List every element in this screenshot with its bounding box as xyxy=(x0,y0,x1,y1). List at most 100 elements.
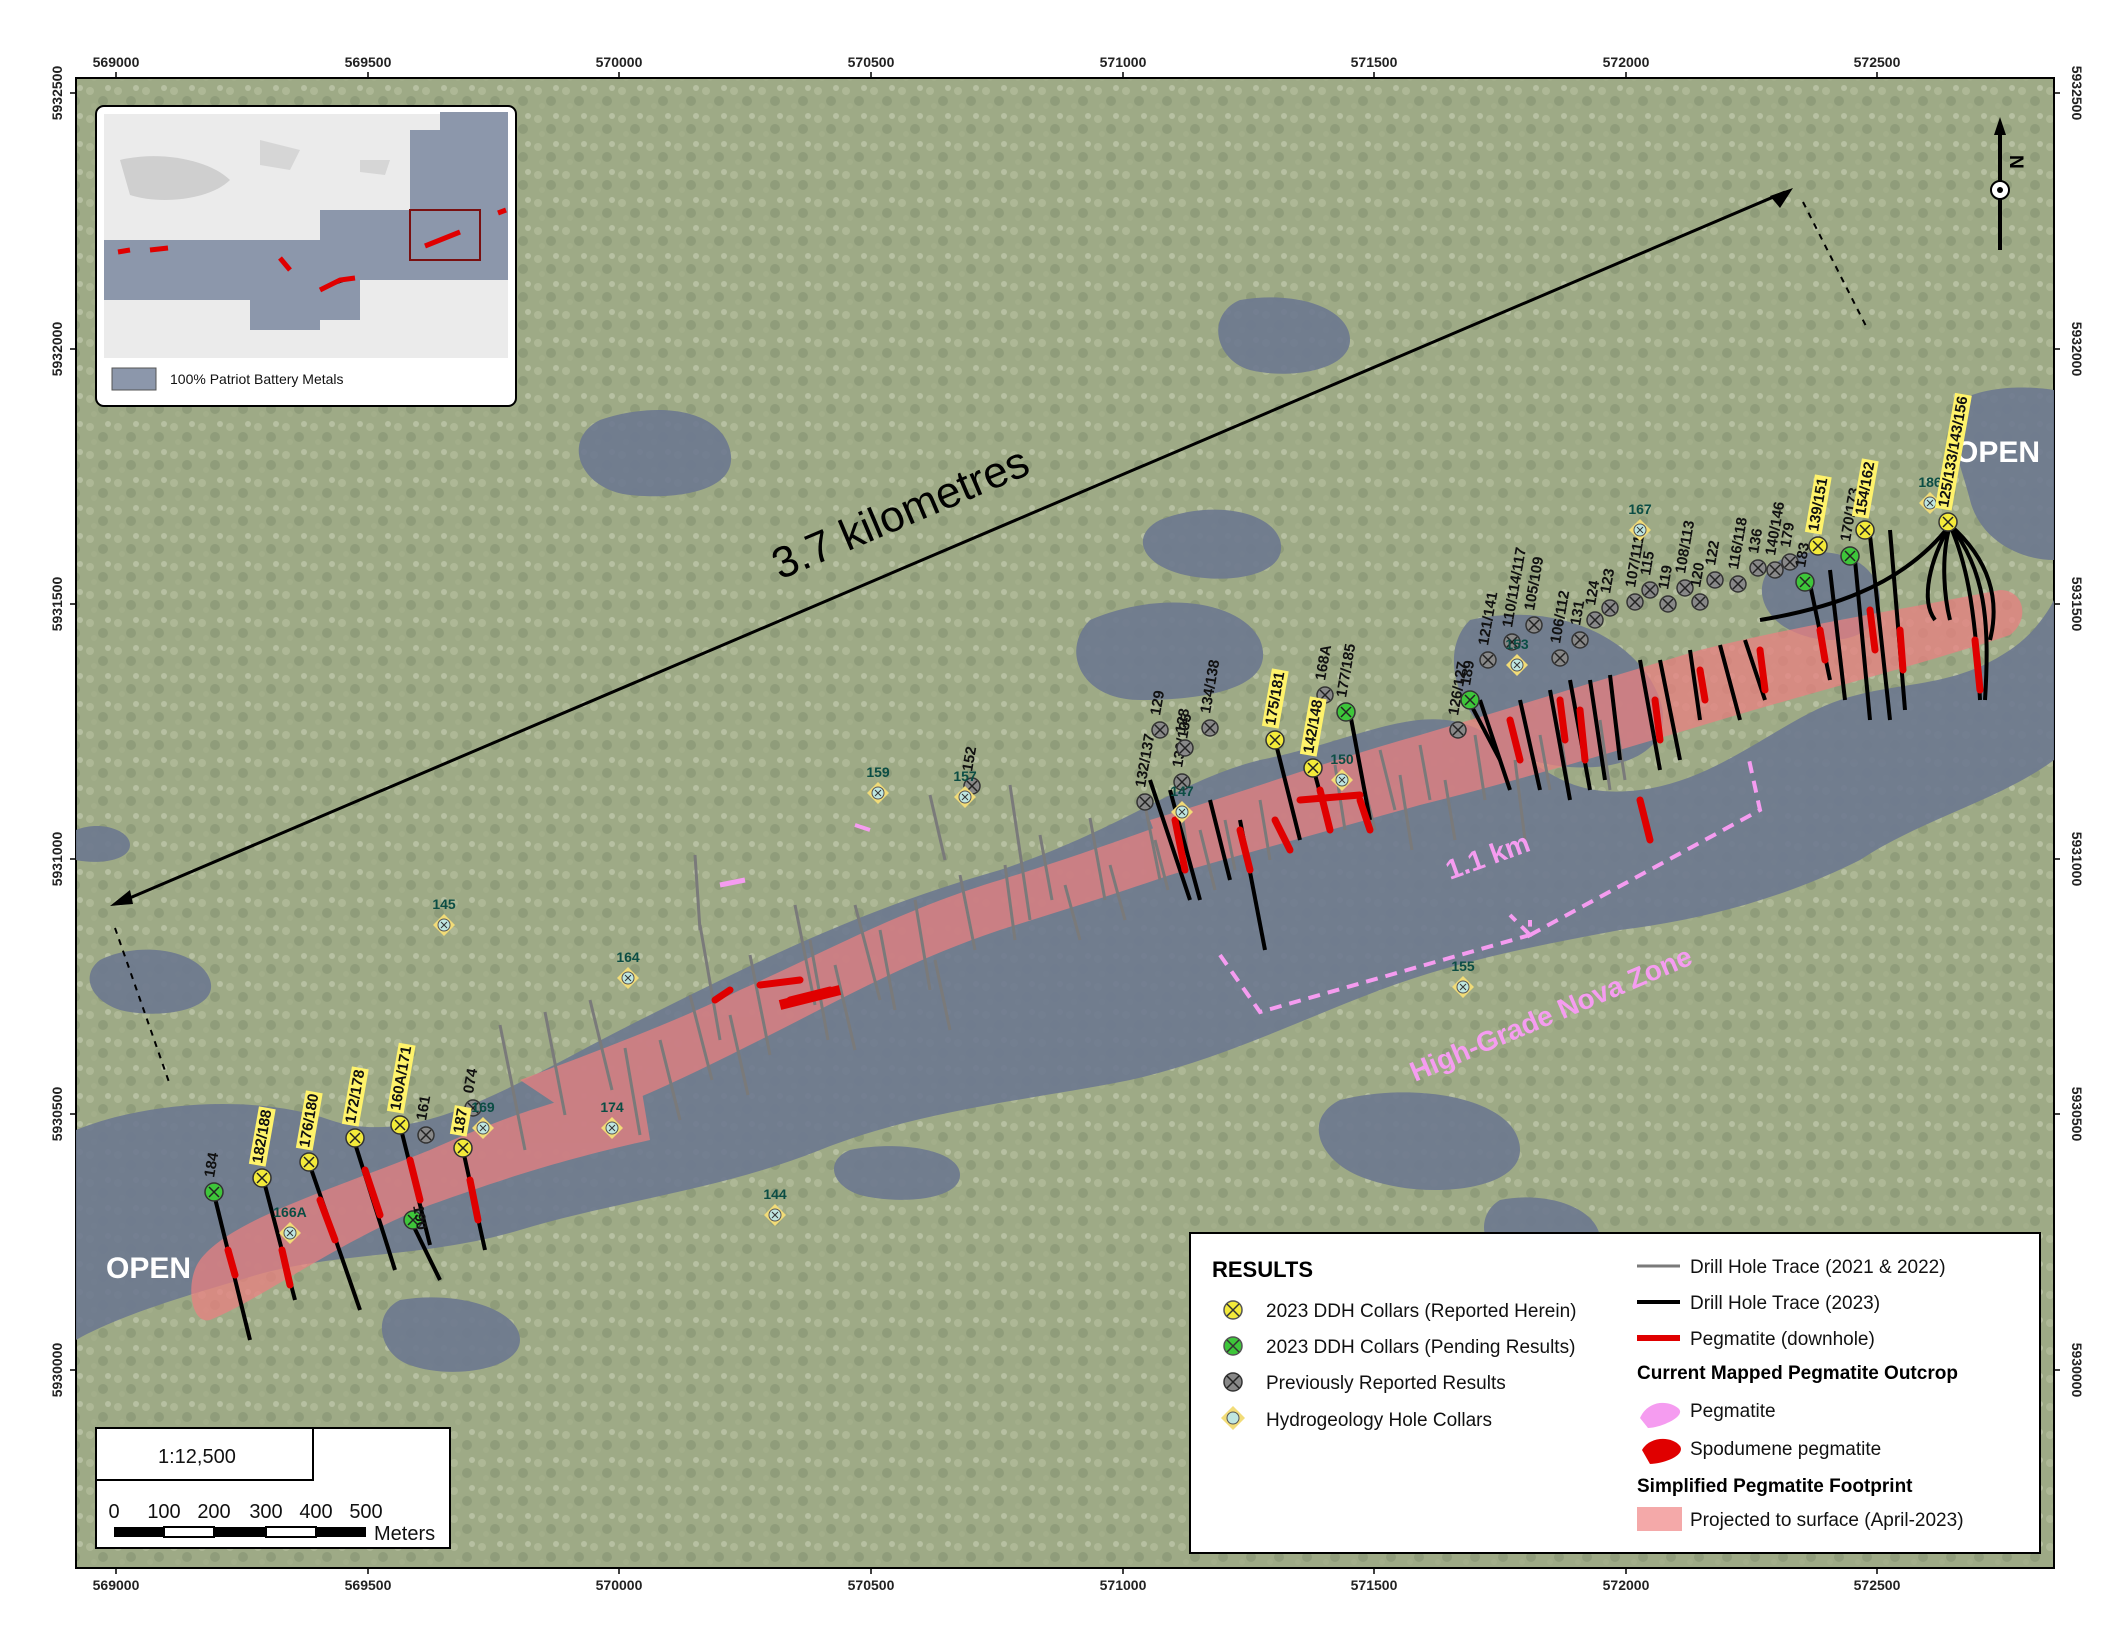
x-tick-label-top: 570500 xyxy=(848,54,895,70)
hydro-hole-marker[interactable]: 147 xyxy=(1170,783,1194,823)
x-tick-label-top: 569000 xyxy=(93,54,140,70)
pending-hole-label: 190 xyxy=(409,1204,430,1232)
hydro-hole-label: 174 xyxy=(600,1099,624,1115)
legend-pegmatite-outcrop: Pegmatite xyxy=(1640,1401,1776,1428)
legend-pegmatite-downhole: Pegmatite (downhole) xyxy=(1637,1329,1875,1350)
svg-text:Projected to surface (April-20: Projected to surface (April-2023) xyxy=(1690,1510,1964,1531)
x-tick-label-top: 571500 xyxy=(1351,54,1398,70)
x-tick-label-bottom: 569000 xyxy=(93,1577,140,1593)
hydro-hole-marker[interactable]: 164 xyxy=(616,949,640,989)
previous-hole-label: 168A xyxy=(1312,643,1335,681)
hydro-hole-marker[interactable]: 150 xyxy=(1330,751,1354,791)
previous-hole-label: 129 xyxy=(1147,689,1168,717)
x-tick-label-top: 572000 xyxy=(1603,54,1650,70)
y-tick-label-right: 5931000 xyxy=(2069,832,2085,887)
x-tick-label-top: 572500 xyxy=(1854,54,1901,70)
svg-text:Drill Hole Trace (2021 & 2022): Drill Hole Trace (2021 & 2022) xyxy=(1690,1257,1946,1278)
y-tick-label-right: 5930500 xyxy=(2069,1087,2085,1142)
y-tick-label-left: 5932000 xyxy=(49,322,65,377)
north-arrow: N xyxy=(1990,117,2026,250)
y-tick-label-left: 5931500 xyxy=(49,577,65,632)
previous-hole-label: 128 xyxy=(1172,707,1193,735)
reported-hole-marker[interactable]: 187 xyxy=(449,1105,473,1158)
scale-tick-label: 100 xyxy=(147,1501,180,1523)
hydro-hole-marker[interactable]: 166A xyxy=(273,1204,307,1244)
mapped-pegmatite-outcrops xyxy=(719,823,871,1010)
y-tick-label-right: 5932500 xyxy=(2069,66,2085,121)
legend-reported: 2023 DDH Collars (Reported Herein) xyxy=(1223,1300,1576,1322)
previous-hole-marker[interactable]: 179 xyxy=(1777,521,1799,571)
y-axis-ticks-left: 5932500 5932000 5931500 5931000 5930500 59300… xyxy=(49,66,76,1397)
previous-hole-marker[interactable]: 161 xyxy=(413,1094,435,1144)
legend-outcrop-heading: Current Mapped Pegmatite Outcrop xyxy=(1637,1363,1958,1384)
previous-hole-marker[interactable]: 122 xyxy=(1702,539,1724,589)
hydro-hole-marker[interactable]: 159 xyxy=(866,764,890,804)
x-tick-label-bottom: 572000 xyxy=(1603,1577,1650,1593)
legend-spodumene-outcrop: Spodumene pegmatite xyxy=(1642,1438,1881,1464)
y-tick-label-right: 5930000 xyxy=(2069,1343,2085,1398)
scale-bar: 1:12,500 0 100 200 300 400 500 Meters xyxy=(95,1427,451,1549)
svg-text:Pegmatite: Pegmatite xyxy=(1690,1401,1776,1422)
x-axis-ticks-top: 569000 569500 570000 570500 571000 571500 5720… xyxy=(93,54,1901,78)
pending-hole-marker[interactable]: 190 xyxy=(403,1204,430,1232)
north-label: N xyxy=(2005,155,2026,169)
previous-hole-marker[interactable]: 124 xyxy=(1582,578,1604,629)
legend-pending: 2023 DDH Collars (Pending Results) xyxy=(1223,1336,1575,1358)
hydro-hole-marker[interactable]: 174 xyxy=(600,1099,624,1139)
hydro-hole-marker[interactable]: 153 xyxy=(1505,636,1529,676)
hydro-hole-marker[interactable]: 145 xyxy=(432,896,456,936)
hydro-hole-marker[interactable]: 167 xyxy=(1628,501,1652,541)
previous-hole-label: 074 xyxy=(460,1066,481,1094)
hydro-hole-label: 157 xyxy=(953,768,977,784)
previous-hole-marker[interactable]: 128 xyxy=(1172,707,1194,757)
reported-hole-label: 187 xyxy=(450,1107,471,1135)
svg-text:Pegmatite (downhole): Pegmatite (downhole) xyxy=(1690,1329,1875,1350)
hydro-hole-marker[interactable]: 157 xyxy=(953,768,977,808)
previous-hole-marker[interactable]: 129 xyxy=(1147,689,1169,739)
previous-hole-marker[interactable]: 136 xyxy=(1745,527,1767,577)
pending-hole-label: 189 xyxy=(1457,659,1478,687)
scale-tick-label: 400 xyxy=(299,1501,332,1523)
hydro-hole-marker[interactable]: 155 xyxy=(1451,958,1475,998)
y-tick-label-right: 5931500 xyxy=(2069,577,2085,632)
previous-hole-marker[interactable]: 120 xyxy=(1687,561,1709,611)
scale-tick-label: 200 xyxy=(197,1501,230,1523)
x-tick-label-bottom: 572500 xyxy=(1854,1577,1901,1593)
length-arrow xyxy=(110,188,1869,1086)
open-west-label: OPEN xyxy=(106,1252,191,1285)
previous-hole-marker[interactable]: 131 xyxy=(1567,599,1589,649)
previous-hole-marker[interactable]: 115 xyxy=(1637,550,1659,599)
inset-legend-label: 100% Patriot Battery Metals xyxy=(170,371,344,387)
legend: RESULTS 2023 DDH Collars (Reported Herei… xyxy=(1189,1232,2041,1554)
pending-hole-marker[interactable]: 184 xyxy=(201,1150,224,1202)
previous-hole-marker[interactable]: 123 xyxy=(1597,567,1619,617)
nova-zone-bracket xyxy=(1218,754,1763,1015)
previous-hole-marker[interactable]: 119 xyxy=(1655,564,1677,613)
hydro-hole-marker[interactable]: 169 xyxy=(471,1099,495,1139)
inset-map: 100% Patriot Battery Metals xyxy=(95,105,517,407)
open-east-label: OPEN xyxy=(1955,436,2040,469)
y-tick-label-left: 5930500 xyxy=(49,1087,65,1142)
previous-hole-marker[interactable]: 168A xyxy=(1312,643,1335,704)
pending-hole-label: 184 xyxy=(201,1150,222,1178)
hydro-hole-label: 186 xyxy=(1918,474,1942,490)
hydro-hole-marker[interactable]: 144 xyxy=(763,1186,787,1226)
hydro-hole-marker[interactable]: 186 xyxy=(1918,474,1942,514)
y-tick-label-right: 5932000 xyxy=(2069,322,2085,377)
pending-hole-marker[interactable]: 183 xyxy=(1792,541,1815,592)
pending-hole-marker[interactable]: 189 xyxy=(1457,659,1480,710)
legend-projected-footprint: Projected to surface (April-2023) xyxy=(1637,1507,1964,1531)
hydro-hole-label: 155 xyxy=(1451,958,1475,974)
previous-hole-label: 152 xyxy=(959,745,980,773)
x-axis-ticks-bottom: 569000 569500 570000 570500 571000 571500 5720… xyxy=(93,1568,1901,1593)
svg-text:Previously Reported Results: Previously Reported Results xyxy=(1266,1373,1506,1394)
hydro-hole-label: 169 xyxy=(471,1099,495,1115)
scale-tick-label: 500 xyxy=(349,1501,382,1523)
scale-unit: Meters xyxy=(374,1523,435,1545)
hydro-hole-label: 150 xyxy=(1330,751,1354,767)
x-tick-label-bottom: 569500 xyxy=(345,1577,392,1593)
y-tick-label-left: 5932500 xyxy=(49,66,65,121)
previous-hole-label: 179 xyxy=(1777,521,1798,549)
hydro-hole-label: 153 xyxy=(1505,636,1529,652)
